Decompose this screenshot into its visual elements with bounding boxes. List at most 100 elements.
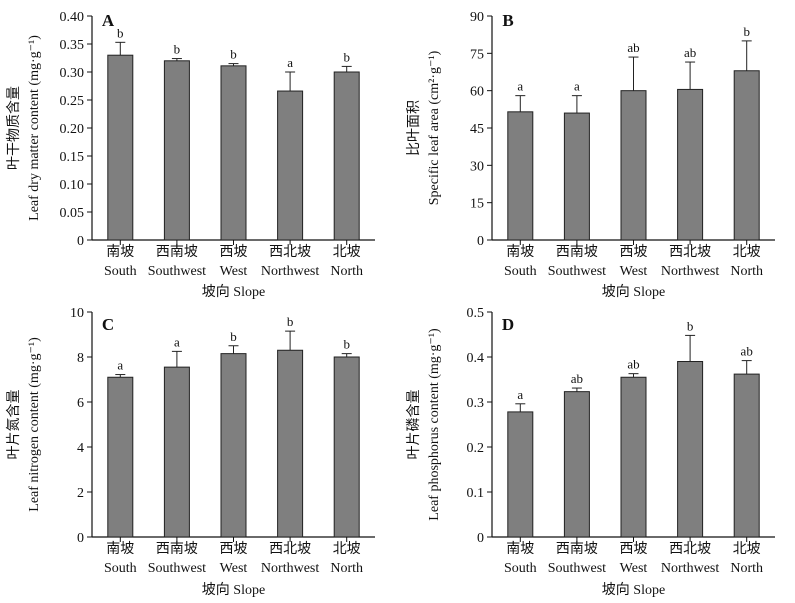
significance-label: ab: [684, 45, 696, 60]
category-label-en: South: [104, 264, 137, 279]
significance-label: b: [287, 314, 294, 329]
category-label-en: Northwest: [261, 561, 319, 576]
y-axis-title-zh: 叶片磷含量: [406, 390, 422, 460]
y-tick-label: 0.35: [60, 38, 85, 53]
category-label-zh: 北坡: [333, 244, 361, 260]
y-axis-title-en: Leaf phosphorus content (mg·g⁻¹): [427, 328, 442, 521]
y-axis-title-en: Leaf dry matter content (mg·g⁻¹): [27, 35, 42, 221]
bar: [333, 71, 360, 241]
y-tick-label: 0.20: [60, 122, 85, 137]
y-tick-label: 6: [77, 396, 84, 411]
significance-label: b: [230, 329, 237, 344]
category-label-zh: 北坡: [333, 541, 361, 557]
y-axis-title-zh: 比叶面积: [406, 100, 422, 156]
y-tick-label: 30: [470, 159, 484, 174]
category-label-zh: 西南坡: [556, 541, 598, 557]
y-tick-label: 0.40: [60, 10, 85, 25]
panel-label: D: [502, 315, 514, 334]
category-label-zh: 西北坡: [669, 541, 711, 557]
bar: [107, 54, 134, 241]
y-tick-label: 8: [77, 351, 84, 366]
significance-label: a: [117, 358, 123, 373]
y-axis-title-en: Specific leaf area (cm²·g⁻¹): [427, 50, 442, 205]
category-label-en: West: [220, 561, 248, 576]
y-tick-label: 0.25: [60, 94, 85, 109]
y-tick-label: 0.1: [467, 486, 485, 501]
y-tick-label: 75: [470, 47, 484, 62]
category-label-zh: 西北坡: [269, 244, 311, 260]
category-label-en: North: [330, 264, 363, 279]
significance-label: b: [343, 337, 350, 352]
bar: [163, 60, 190, 241]
category-label-zh: 西南坡: [156, 244, 198, 260]
bar: [677, 361, 704, 538]
bar: [220, 65, 247, 241]
category-label-zh: 南坡: [506, 244, 534, 260]
y-tick-label: 0.10: [60, 178, 85, 193]
category-label-en: Northwest: [661, 561, 719, 576]
bar: [563, 391, 590, 538]
y-tick-label: 0.05: [60, 206, 85, 221]
bar: [620, 90, 647, 241]
significance-label: a: [517, 79, 523, 94]
y-tick-label: 10: [70, 306, 84, 321]
y-tick-label: 90: [470, 10, 484, 25]
panel-label: A: [102, 11, 115, 30]
y-axis-title-zh: 叶片氮含量: [6, 390, 22, 460]
y-tick-label: 4: [77, 441, 84, 456]
y-tick-label: 45: [470, 122, 484, 137]
x-axis-title: 坡向 Slope: [202, 582, 265, 598]
category-label-en: Southwest: [148, 561, 206, 576]
panel-label: C: [102, 315, 114, 334]
significance-label: b: [743, 24, 750, 39]
panel-a: 0 0.05 0.10 0.15 0.20 0.25 0.30 0.35 0.40 b 南坡 Sout…: [6, 10, 375, 300]
significance-label: a: [574, 79, 580, 94]
significance-label: a: [174, 334, 180, 349]
category-label-en: Southwest: [548, 561, 606, 576]
category-label-zh: 西北坡: [269, 541, 311, 557]
y-tick-label: 0.30: [60, 66, 85, 81]
y-tick-label: 0: [477, 234, 484, 249]
category-label-en: West: [620, 264, 648, 279]
category-label-zh: 西坡: [220, 541, 248, 557]
category-label-zh: 北坡: [733, 541, 761, 557]
category-label-zh: 南坡: [106, 244, 134, 260]
significance-label: b: [174, 42, 181, 57]
category-label-zh: 南坡: [106, 541, 134, 557]
significance-label: b: [230, 47, 237, 62]
y-tick-label: 0: [77, 531, 84, 546]
category-label-zh: 西南坡: [556, 244, 598, 260]
category-label-en: Southwest: [148, 264, 206, 279]
category-label-en: North: [330, 561, 363, 576]
category-label-en: West: [220, 264, 248, 279]
significance-label: ab: [627, 40, 639, 55]
significance-label: ab: [627, 357, 639, 372]
y-tick-label: 2: [77, 486, 84, 501]
x-axis-title: 坡向 Slope: [202, 284, 265, 300]
bar: [507, 411, 534, 538]
y-tick-label: 0.2: [467, 441, 485, 456]
category-label-zh: 西坡: [220, 244, 248, 260]
bar: [277, 349, 304, 538]
significance-label: ab: [571, 371, 583, 386]
bar: [107, 376, 134, 538]
bar: [620, 376, 647, 538]
x-axis-title: 坡向 Slope: [602, 582, 665, 598]
bar: [563, 112, 590, 241]
category-label-en: Southwest: [548, 264, 606, 279]
y-tick-label: 60: [470, 85, 484, 100]
significance-label: b: [343, 49, 350, 64]
category-label-zh: 西南坡: [156, 541, 198, 557]
y-tick-label: 0: [77, 234, 84, 249]
panel-d: 0 0.1 0.2 0.3 0.4 0.5 a 南坡 South ab 西南坡 Southwest ab…: [406, 306, 775, 598]
bar: [220, 353, 247, 538]
bar: [507, 111, 534, 241]
panel-b: 0 15 30 45 60 75 90 a 南坡 South a 西南坡 Southwest ab 西坡 We…: [406, 10, 775, 300]
category-label-en: Northwest: [661, 264, 719, 279]
panel-label: B: [502, 11, 513, 30]
y-tick-label: 0: [477, 531, 484, 546]
bar: [677, 88, 704, 241]
category-label-zh: 西北坡: [669, 244, 711, 260]
y-tick-label: 0.5: [467, 306, 485, 321]
bar: [733, 70, 760, 241]
